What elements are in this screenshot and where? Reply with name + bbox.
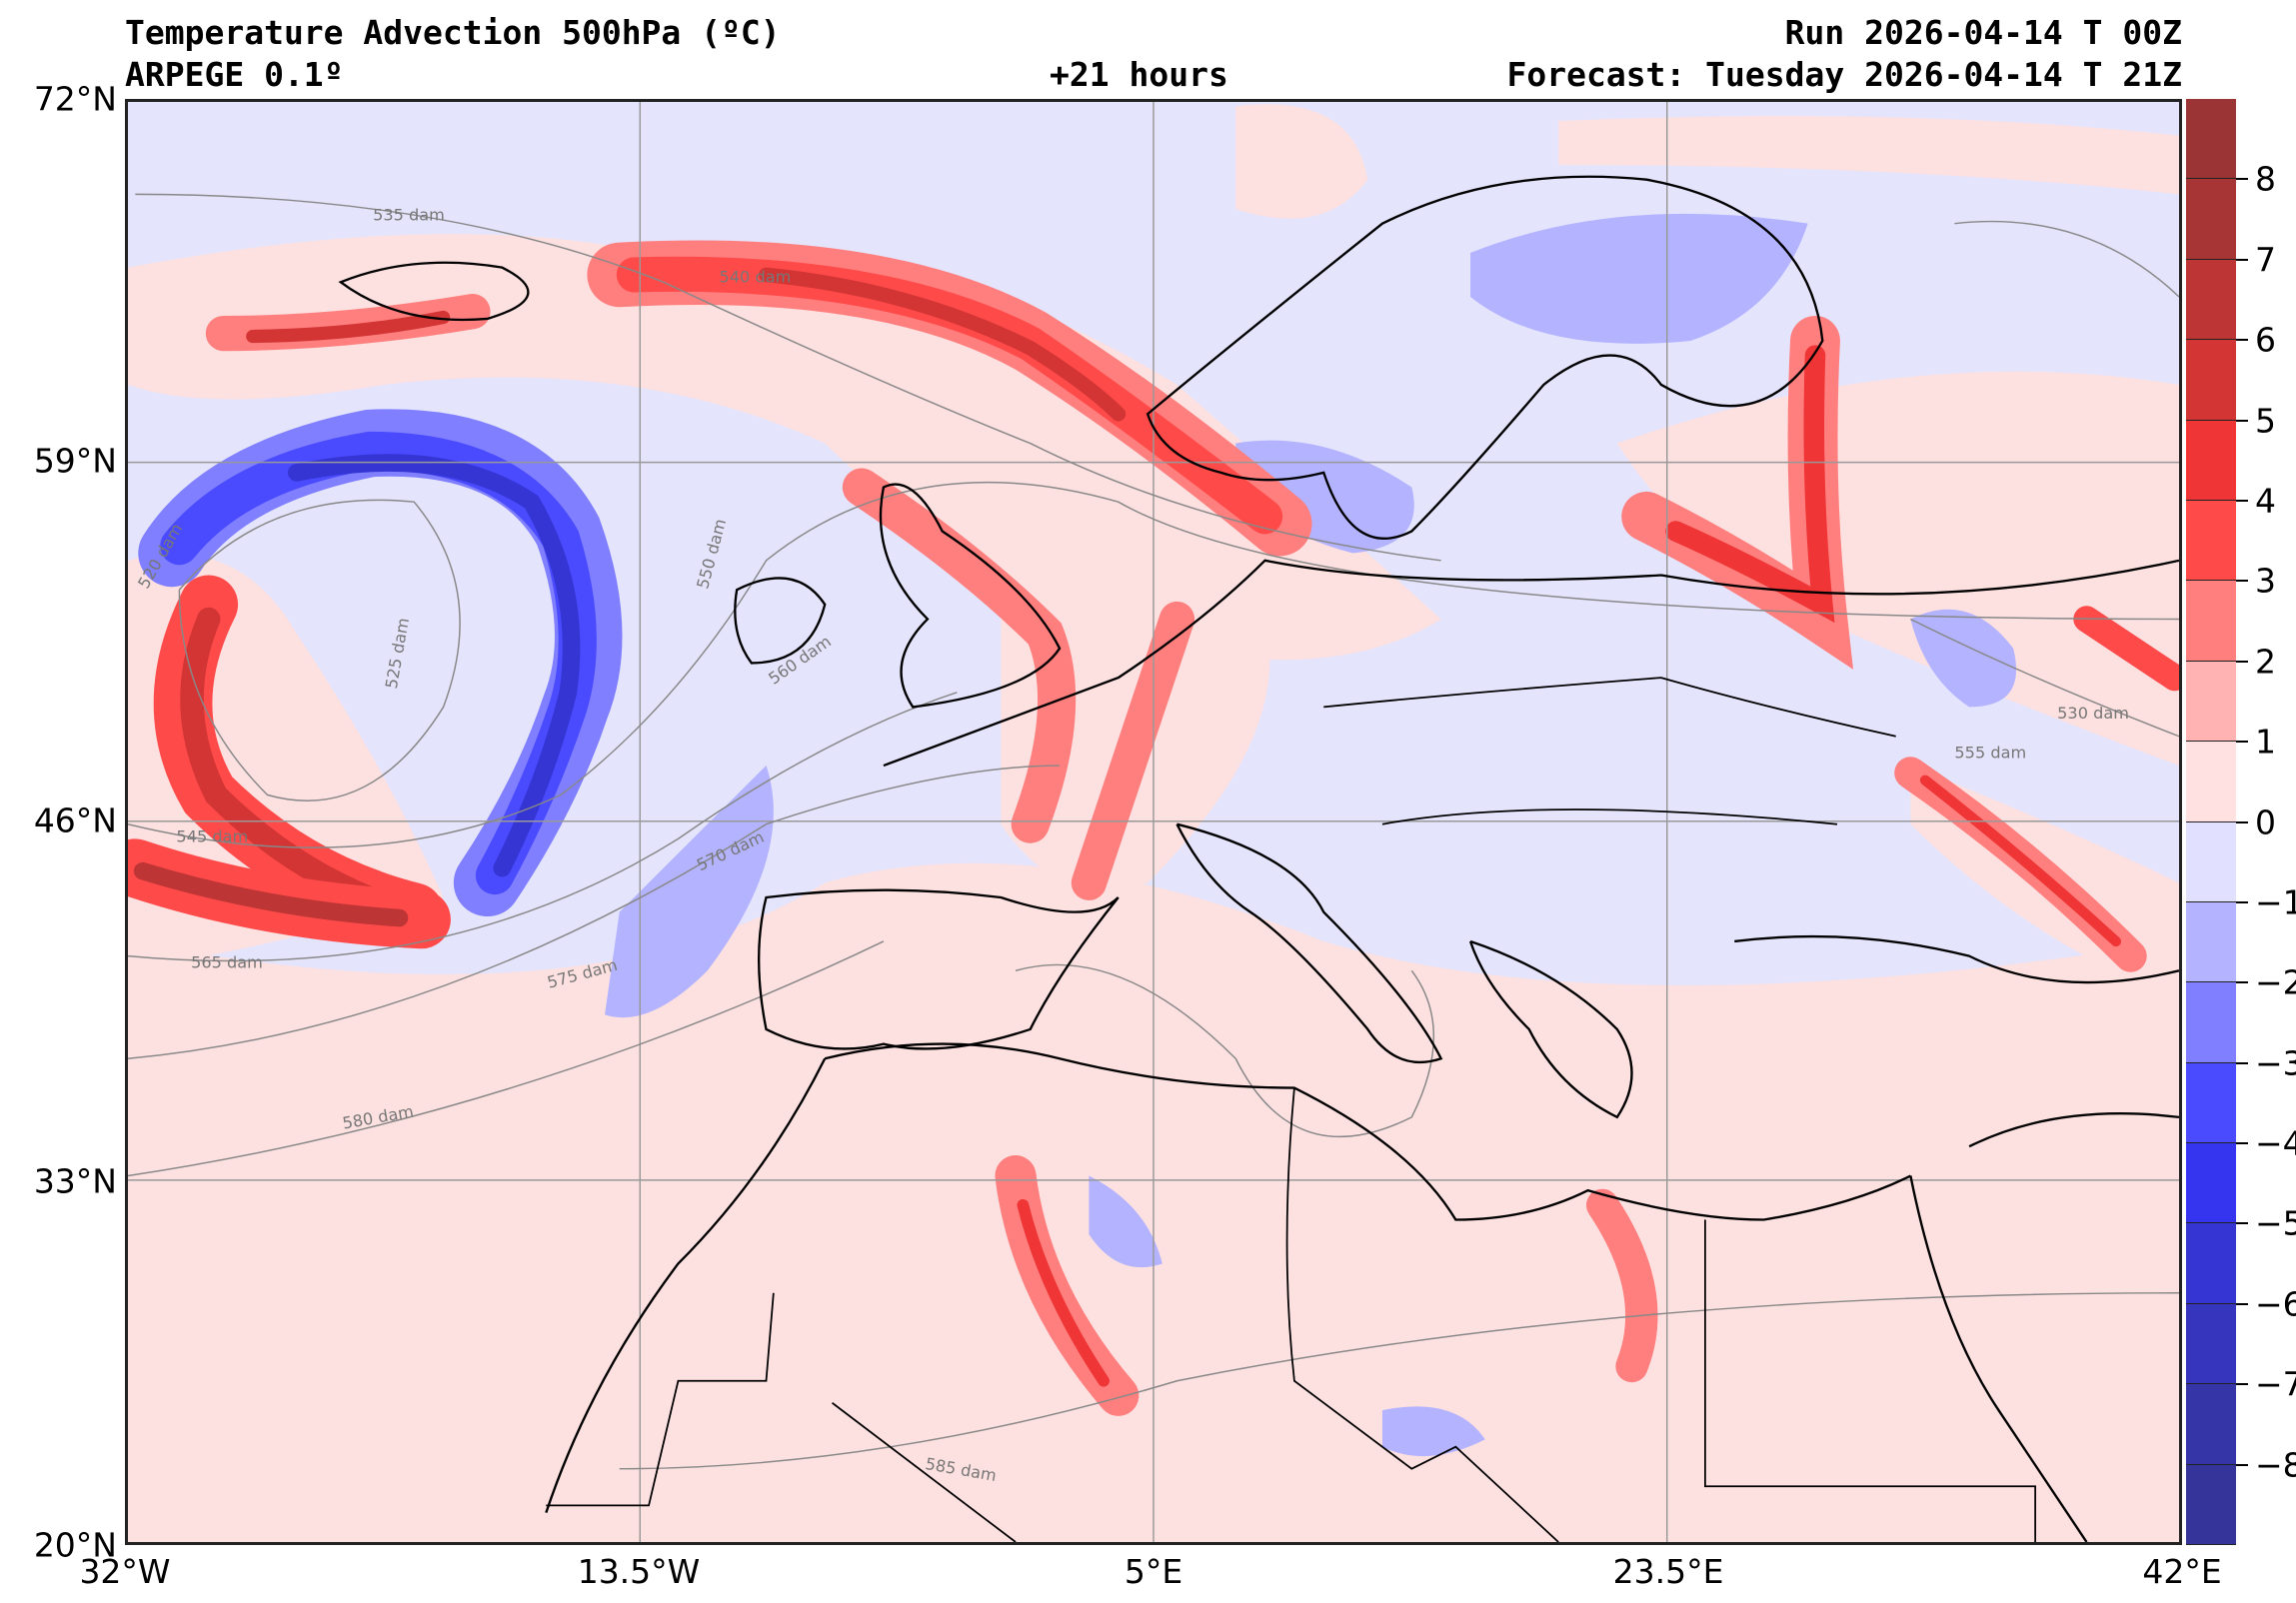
colorbar-segment bbox=[2186, 1143, 2236, 1224]
colorbar-tick bbox=[2236, 419, 2248, 422]
contour-label: 530 dam bbox=[2057, 704, 2129, 723]
colorbar-segment bbox=[2186, 179, 2236, 260]
run-time: Run 2026-04-14 T 00Z bbox=[1784, 13, 2182, 52]
contour-label: 555 dam bbox=[1954, 744, 2026, 763]
colorbar-tick bbox=[2236, 1222, 2248, 1225]
colorbar-segment bbox=[2186, 821, 2236, 902]
warm-advection-bands bbox=[128, 240, 2179, 1416]
contour-label: 540 dam bbox=[720, 267, 792, 286]
colorbar-segment bbox=[2186, 742, 2236, 822]
lon-label-23-5e: 23.5°E bbox=[1612, 1552, 1724, 1591]
coastlines bbox=[338, 175, 2179, 1542]
colorbar-tick-label: 3 bbox=[2255, 561, 2276, 601]
colorbar-segment bbox=[2186, 901, 2236, 983]
forecast-time: Forecast: Tuesday 2026-04-14 T 21Z bbox=[1506, 55, 2182, 94]
colorbar-tick-label: 5 bbox=[2255, 401, 2276, 441]
colorbar-segment bbox=[2186, 99, 2236, 180]
colorbar-segment bbox=[2186, 420, 2236, 501]
contour-label: 535 dam bbox=[373, 206, 445, 225]
colorbar-tick-label: −4 bbox=[2255, 1123, 2296, 1163]
colorbar-tick-label: −1 bbox=[2255, 882, 2296, 922]
colorbar-tick-label: −5 bbox=[2255, 1203, 2296, 1243]
colorbar-tick bbox=[2236, 1142, 2248, 1145]
colorbar-tick-label: 1 bbox=[2255, 722, 2276, 762]
colorbar-tick-label: 4 bbox=[2255, 481, 2276, 521]
colorbar-tick-label: 0 bbox=[2255, 802, 2276, 841]
gridlines bbox=[128, 102, 2179, 1542]
colorbar-tick-label: −6 bbox=[2255, 1284, 2296, 1324]
chart-title: Temperature Advection 500hPa (ºC) bbox=[125, 13, 781, 52]
lon-label-32w: 32°W bbox=[79, 1552, 171, 1591]
contour-label: 565 dam bbox=[191, 952, 263, 971]
advection-map: 535 dam 540 dam 520 dam 525 dam 530 dam … bbox=[125, 99, 2182, 1545]
colorbar-segment bbox=[2186, 982, 2236, 1063]
colorbar-segment bbox=[2186, 259, 2236, 341]
borders bbox=[546, 677, 2037, 1542]
colorbar-segment bbox=[2186, 1464, 2236, 1546]
colorbar-tick-label: 2 bbox=[2255, 642, 2276, 682]
colorbar-tick bbox=[2236, 820, 2248, 823]
colorbar-segment bbox=[2186, 1303, 2236, 1385]
colorbar-tick bbox=[2236, 1463, 2248, 1466]
colorbar-tick-label: 8 bbox=[2255, 159, 2276, 199]
colorbar-tick-label: −8 bbox=[2255, 1445, 2296, 1485]
lat-label-59n: 59°N bbox=[33, 441, 117, 481]
colorbar-tick-label: 6 bbox=[2255, 320, 2276, 360]
lat-label-33n: 33°N bbox=[33, 1161, 117, 1201]
colorbar-tick bbox=[2236, 580, 2248, 583]
colorbar-tick bbox=[2236, 1383, 2248, 1386]
model-label: ARPEGE 0.1º bbox=[125, 55, 344, 94]
colorbar-segment bbox=[2186, 581, 2236, 662]
lat-label-20n: 20°N bbox=[33, 1525, 117, 1565]
geopotential-contours bbox=[128, 193, 2179, 1470]
colorbar-tick-label: 7 bbox=[2255, 240, 2276, 280]
lon-label-42e: 42°E bbox=[2142, 1552, 2222, 1591]
contour-label: 545 dam bbox=[176, 826, 248, 845]
lat-label-72n: 72°N bbox=[33, 79, 117, 119]
lon-label-13-5w: 13.5°W bbox=[577, 1552, 701, 1591]
colorbar-tick bbox=[2236, 178, 2248, 181]
colorbar-tick bbox=[2236, 258, 2248, 261]
colorbar-tick bbox=[2236, 660, 2248, 663]
lat-label-46n: 46°N bbox=[33, 801, 117, 840]
colorbar-tick bbox=[2236, 741, 2248, 744]
colorbar-segment bbox=[2186, 1223, 2236, 1304]
colorbar-tick bbox=[2236, 981, 2248, 984]
colorbar-segment bbox=[2186, 661, 2236, 743]
colorbar-tick-label: −2 bbox=[2255, 962, 2296, 1002]
colorbar-segment bbox=[2186, 340, 2236, 421]
colorbar-segment bbox=[2186, 1062, 2236, 1144]
colorbar-tick-label: −7 bbox=[2255, 1364, 2296, 1404]
colorbar-segment bbox=[2186, 500, 2236, 582]
colorbar-segment bbox=[2186, 1384, 2236, 1465]
colorbar-tick-label: −3 bbox=[2255, 1043, 2296, 1083]
lon-label-5e: 5°E bbox=[1124, 1552, 1183, 1591]
colorbar-tick bbox=[2236, 339, 2248, 342]
colorbar-tick bbox=[2236, 499, 2248, 502]
colorbar-tick bbox=[2236, 1302, 2248, 1305]
colorbar-tick bbox=[2236, 1061, 2248, 1064]
weak-cold-advection-areas bbox=[605, 213, 2017, 1457]
colorbar-tick bbox=[2236, 900, 2248, 903]
colorbar bbox=[2186, 99, 2236, 1546]
cold-advection-arc bbox=[138, 409, 623, 917]
lead-time: +21 hours bbox=[1050, 55, 1228, 94]
